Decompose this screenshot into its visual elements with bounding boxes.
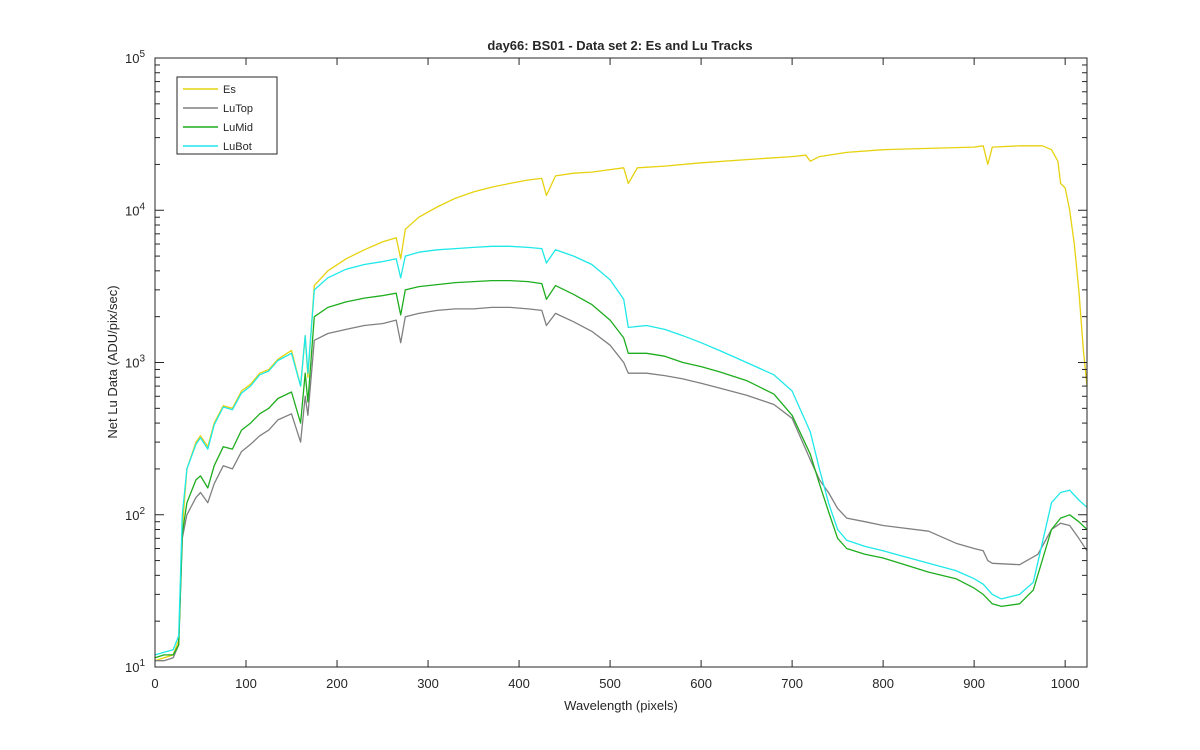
x-tick-label: 900 xyxy=(963,676,985,691)
legend-box xyxy=(176,76,278,155)
series-line-lumid xyxy=(154,279,1088,659)
x-tick-label: 500 xyxy=(599,676,621,691)
y-axis-label: Net Lu Data (ADU/pix/sec) xyxy=(105,285,120,438)
y-axis-ticks: 101 102 103 104 105 xyxy=(125,49,1087,675)
legend: Es LuTop LuMid LuBot xyxy=(176,76,278,155)
x-tick-label: 0 xyxy=(151,676,158,691)
x-tick-label: 300 xyxy=(417,676,439,691)
legend-label-lutop: LuTop xyxy=(223,103,253,115)
x-tick-label: 200 xyxy=(326,676,348,691)
y-tick-label: 105 xyxy=(125,49,145,66)
legend-label-lubot: LuBot xyxy=(223,141,252,153)
x-tick-label: 600 xyxy=(690,676,712,691)
plot-area xyxy=(154,57,1088,668)
x-axis-label: Wavelength (pixels) xyxy=(564,698,678,713)
legend-label-lumid: LuMid xyxy=(223,122,253,134)
legend-items: Es LuTop LuMid LuBot xyxy=(183,84,253,153)
y-tick-label: 104 xyxy=(125,201,145,218)
y-tick-label: 102 xyxy=(125,506,145,523)
y-tick-label: 101 xyxy=(125,658,145,675)
chart-title: day66: BS01 - Data set 2: Es and Lu Trac… xyxy=(487,38,752,53)
series-layer xyxy=(154,145,1088,662)
y-tick-label: 103 xyxy=(125,354,145,371)
series-line-es xyxy=(154,145,1088,662)
x-axis-ticks: 0 100 200 300 400 500 600 700 800 900 1000 xyxy=(151,58,1080,691)
x-tick-label: 100 xyxy=(235,676,257,691)
series-line-lubot xyxy=(154,245,1088,656)
legend-label-es: Es xyxy=(223,84,236,96)
x-tick-label: 1000 xyxy=(1051,676,1080,691)
x-tick-label: 800 xyxy=(872,676,894,691)
x-tick-label: 400 xyxy=(508,676,530,691)
series-line-lutop xyxy=(155,306,1088,662)
x-tick-label: 700 xyxy=(781,676,803,691)
